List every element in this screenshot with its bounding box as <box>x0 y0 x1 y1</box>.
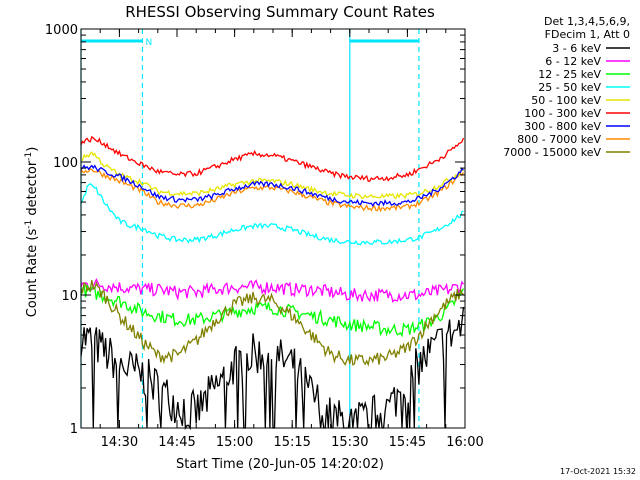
legend-header-2: FDecim 1, Att 0 <box>545 28 630 41</box>
legend-label-12-25-kev: 12 - 25 keV <box>538 68 601 81</box>
series-line-3-6-kev <box>80 306 465 431</box>
render-timestamp: 17-Oct-2021 15:32 <box>560 467 636 476</box>
y-tick-label-1: 10 <box>61 289 78 304</box>
series-line-7000-15000-kev <box>80 279 464 367</box>
x-tick-label-2: 15:00 <box>216 435 253 450</box>
y-tick-label-3: 1000 <box>45 23 78 38</box>
x-tick-label-4: 15:30 <box>331 435 368 450</box>
x-tick-label-5: 15:45 <box>389 435 426 450</box>
x-axis: 14:30 14:45 15:00 15:15 15:30 15:45 16:00 <box>80 29 484 450</box>
legend-label-300-800-kev: 300 - 800 keV <box>524 120 601 133</box>
series-line-6-12-kev <box>80 278 465 303</box>
legend-label-50-100-kev: 50 - 100 keV <box>531 94 601 107</box>
legend-label-7000-15000-kev: 7000 - 15000 keV <box>503 146 601 159</box>
x-tick-label-0: 14:30 <box>101 435 138 450</box>
series-line-50-100-kev <box>80 151 464 200</box>
legend-header-1: Det 1,3,4,5,6,9, <box>544 15 630 28</box>
x-tick-label-3: 15:15 <box>273 435 310 450</box>
series-line-100-300-kev <box>80 135 465 182</box>
y-axis-label: Count Rate (s-1 detector-1) <box>24 147 40 318</box>
legend-label-25-50-kev: 25 - 50 keV <box>538 81 601 94</box>
series-line-12-25-kev <box>80 284 465 338</box>
x-axis-label: Start Time (20-Jun-05 14:20:02) <box>176 457 384 472</box>
chart-title: RHESSI Observing Summary Count Rates <box>125 3 435 21</box>
y-axis: 1 10 100 1000 <box>45 23 465 437</box>
x-tick-label-6: 16:00 <box>446 435 483 450</box>
legend-label-6-12-kev: 6 - 12 keV <box>545 55 601 68</box>
series-line-300-800-kev <box>80 164 464 208</box>
night-flag-label: N <box>145 38 152 48</box>
series-line-800-7000-kev <box>80 168 465 213</box>
series-line-25-50-kev <box>80 183 464 246</box>
legend-label-100-300-kev: 100 - 300 keV <box>524 107 601 120</box>
legend-label-3-6-kev: 3 - 6 keV <box>552 42 601 55</box>
legend-label-800-7000-kev: 800 - 7000 keV <box>517 133 601 146</box>
x-tick-label-1: 14:45 <box>158 435 195 450</box>
y-tick-label-0: 1 <box>70 422 78 437</box>
y-tick-label-2: 100 <box>53 156 78 171</box>
legend: Det 1,3,4,5,6,9, FDecim 1, Att 0 3 - 6 k… <box>503 15 630 159</box>
series-layer <box>80 135 465 431</box>
